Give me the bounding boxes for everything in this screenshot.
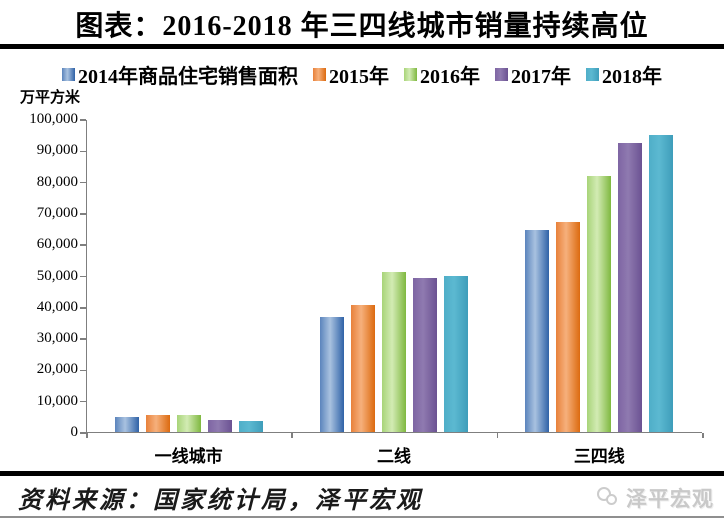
legend-label: 2016年: [420, 66, 480, 88]
legend-label: 2017年: [511, 66, 571, 88]
footer-divider-rule: [0, 471, 724, 476]
legend-item-2015: 2015年: [313, 60, 389, 89]
bar-2017-三四线: [618, 143, 643, 432]
y-tick-label: 50,000: [36, 267, 78, 284]
legend-item-2016: 2016年: [404, 60, 480, 89]
legend-swatch-2018: [586, 68, 599, 81]
y-tick-mark: [80, 432, 86, 434]
bar-2015-一线城市: [146, 415, 171, 432]
y-tick-mark: [80, 213, 86, 215]
plot-area: [86, 120, 702, 433]
y-tick-mark: [80, 275, 86, 278]
y-tick-label: 80,000: [36, 173, 78, 190]
y-tick-mark: [80, 369, 86, 372]
bar-2018-三四线: [649, 135, 674, 432]
legend-label: 2015年: [329, 66, 389, 88]
y-tick-label: 60,000: [36, 236, 78, 253]
y-tick-mark: [80, 307, 86, 309]
watermark-circles-icon: [597, 487, 621, 509]
legend-swatch-2014: [62, 68, 75, 81]
legend-label: 2018年: [602, 66, 662, 88]
category-label-三四线: 三四线: [573, 447, 625, 466]
bar-2016-三四线: [587, 175, 612, 432]
bar-2014-一线城市: [115, 416, 140, 432]
bar-2016-二线: [382, 272, 407, 432]
y-tick-mark: [80, 244, 86, 246]
category-group-一线城市: [87, 120, 292, 432]
watermark-text: 泽平宏观: [626, 487, 714, 511]
y-tick-mark: [80, 338, 86, 340]
category-label-一线城市: 一线城市: [154, 447, 223, 466]
x-tick-mark: [496, 433, 499, 438]
source-text: 资料来源：国家统计局，泽平宏观: [18, 488, 423, 514]
bar-2014-三四线: [525, 230, 550, 432]
legend-item-2017: 2017年: [495, 60, 571, 89]
y-axis-unit-label: 万平方米: [20, 90, 81, 106]
y-tick-mark: [80, 119, 86, 121]
y-tick-label: 20,000: [36, 361, 78, 378]
x-tick-mark: [291, 433, 293, 438]
y-tick-label: 0: [70, 424, 79, 440]
legend: 2014年商品住宅销售面积 2015年 2016年 2017年 2018年: [0, 60, 724, 89]
x-tick-mark: [86, 433, 88, 438]
y-tick-label: 100,000: [29, 111, 78, 127]
x-tick-mark: [702, 433, 704, 438]
y-tick-label: 90,000: [36, 142, 78, 159]
bar-2017-一线城市: [208, 419, 233, 432]
legend-label: 2014年商品住宅销售面积: [78, 66, 298, 88]
bar-2017-二线: [413, 277, 438, 432]
x-axis-category-labels: 一线城市 二线 三四线: [86, 442, 702, 467]
bar-2018-二线: [444, 275, 469, 432]
bar-2015-二线: [351, 305, 376, 432]
watermark-logo: 泽平宏观: [597, 483, 714, 513]
y-tick-mark: [80, 181, 86, 184]
bottom-border-line: [0, 516, 724, 518]
y-tick-label: 40,000: [36, 298, 78, 315]
legend-swatch-2017: [495, 68, 508, 81]
y-tick-label: 70,000: [36, 204, 78, 221]
title-divider-rule: [0, 44, 724, 49]
legend-swatch-2015: [313, 68, 326, 81]
legend-item-2018: 2018年: [586, 60, 662, 89]
y-tick-label: 30,000: [36, 330, 78, 347]
bar-2014-二线: [320, 317, 345, 432]
category-group-二线: [292, 120, 497, 432]
bar-2018-一线城市: [239, 420, 264, 432]
legend-swatch-2016: [404, 68, 417, 81]
bar-2015-三四线: [556, 221, 581, 432]
bar-2016-一线城市: [177, 414, 202, 432]
chart-title: 图表：2016-2018 年三四线城市销量持续高位: [75, 11, 649, 42]
legend-item-2014: 2014年商品住宅销售面积: [62, 60, 298, 89]
y-tick-mark: [80, 150, 86, 153]
category-group-三四线: [497, 120, 702, 432]
y-tick-mark: [80, 400, 86, 403]
category-label-二线: 二线: [376, 447, 411, 466]
y-tick-label: 10,000: [36, 392, 78, 409]
